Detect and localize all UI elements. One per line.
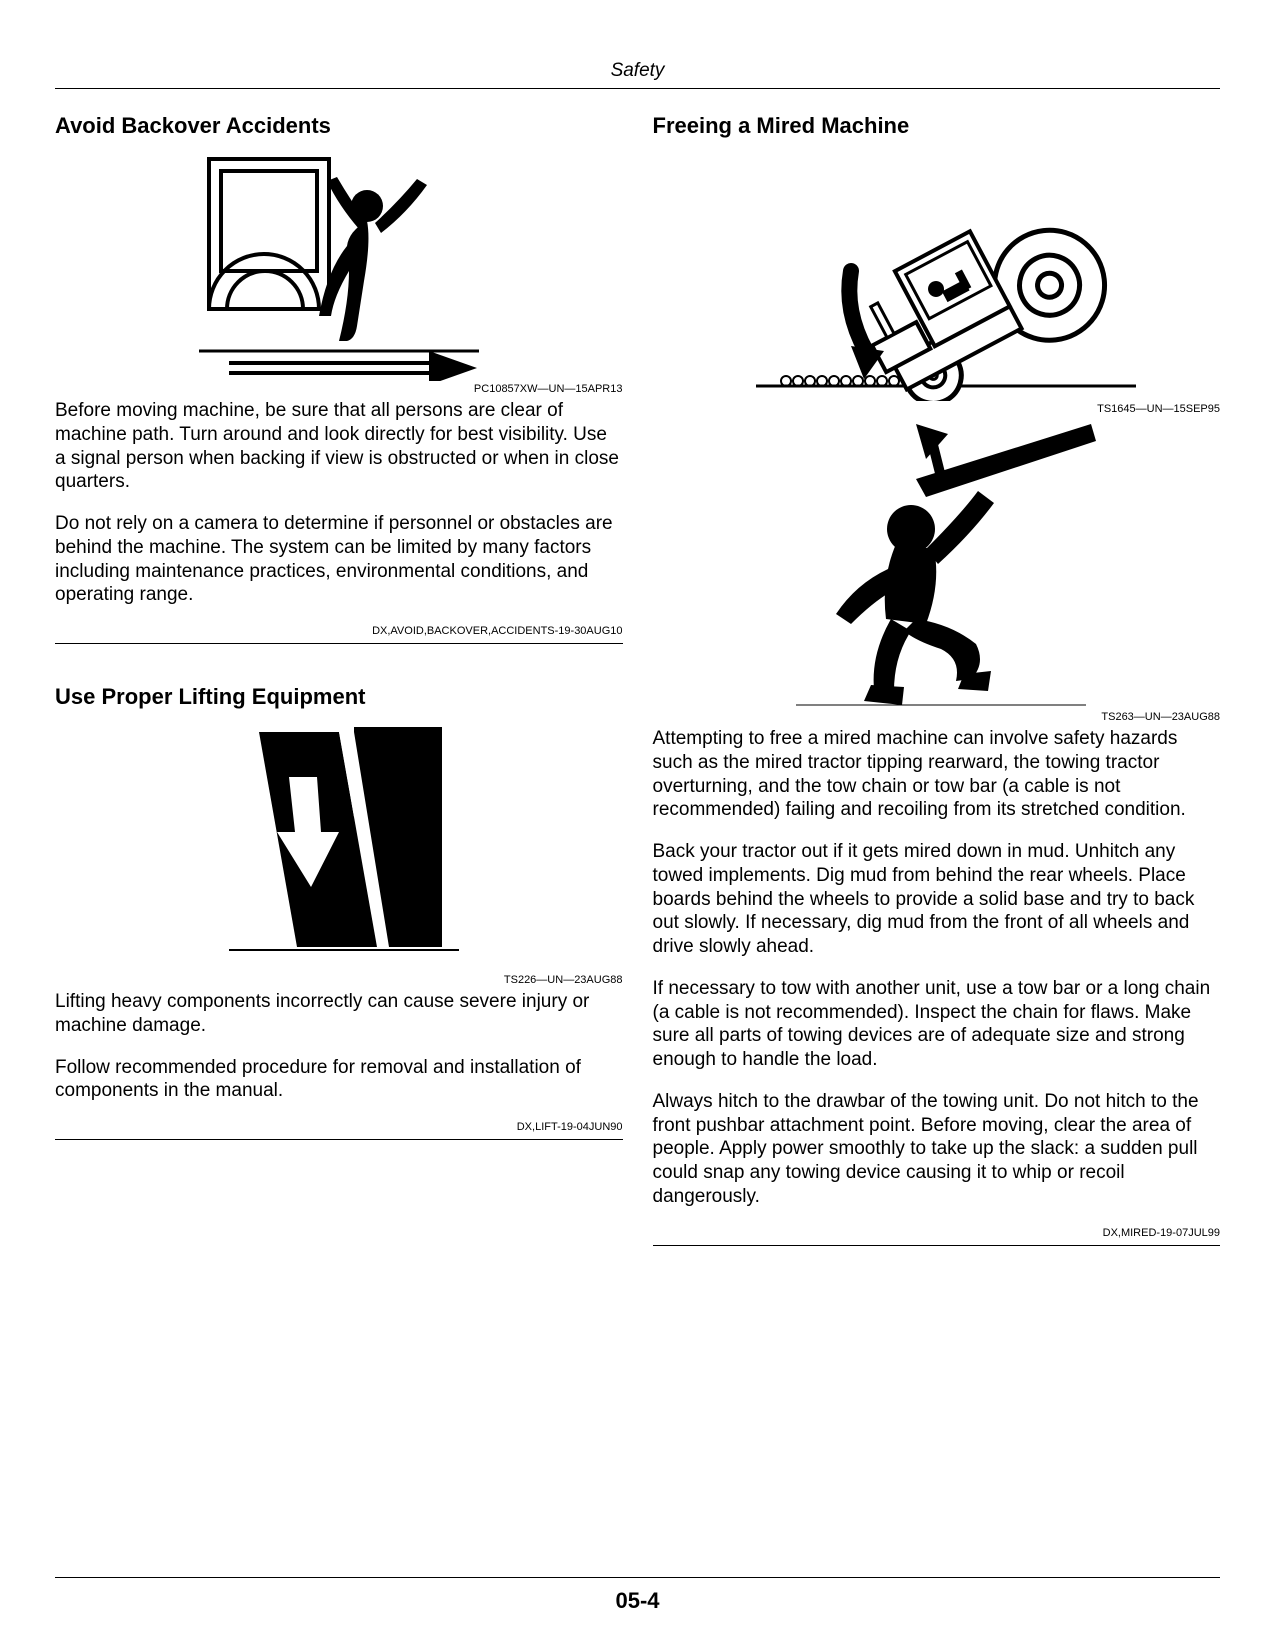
recoil-person-illustration-icon: [776, 419, 1096, 709]
section-title-backover: Avoid Backover Accidents: [55, 113, 623, 139]
left-column: Avoid Backover Accidents: [55, 113, 623, 1246]
reference-code: DX,LIFT-19-04JUN90: [55, 1121, 623, 1140]
paragraph: Do not rely on a camera to determine if …: [55, 512, 623, 607]
figure-mired-tractor: [653, 151, 1221, 401]
content-columns: Avoid Backover Accidents: [55, 113, 1220, 1246]
page-footer: 05-4: [55, 1577, 1220, 1614]
mired-tractor-illustration-icon: [726, 151, 1146, 401]
figure-recoil-person: [653, 419, 1221, 709]
lifting-illustration-icon: [189, 722, 489, 972]
paragraph: Back your tractor out if it gets mired d…: [653, 840, 1221, 959]
page-header: Safety: [55, 60, 1220, 89]
backover-illustration-icon: [199, 151, 479, 381]
paragraph: Attempting to free a mired machine can i…: [653, 727, 1221, 822]
paragraph: Always hitch to the drawbar of the towin…: [653, 1090, 1221, 1209]
figure-lifting: [55, 722, 623, 972]
figure-caption: TS263—UN—23AUG88: [653, 711, 1221, 723]
section-title-mired: Freeing a Mired Machine: [653, 113, 1221, 139]
figure-caption: PC10857XW—UN—15APR13: [55, 383, 623, 395]
paragraph: If necessary to tow with another unit, u…: [653, 977, 1221, 1072]
reference-code: DX,AVOID,BACKOVER,ACCIDENTS-19-30AUG10: [55, 625, 623, 644]
paragraph: Follow recommended procedure for removal…: [55, 1056, 623, 1104]
right-column: Freeing a Mired Machine: [653, 113, 1221, 1246]
figure-caption: TS1645—UN—15SEP95: [653, 403, 1221, 415]
figure-backover: [55, 151, 623, 381]
paragraph: Before moving machine, be sure that all …: [55, 399, 623, 494]
paragraph: Lifting heavy components incorrectly can…: [55, 990, 623, 1038]
reference-code: DX,MIRED-19-07JUL99: [653, 1227, 1221, 1246]
section-title-lifting: Use Proper Lifting Equipment: [55, 684, 623, 710]
figure-caption: TS226—UN—23AUG88: [55, 974, 623, 986]
